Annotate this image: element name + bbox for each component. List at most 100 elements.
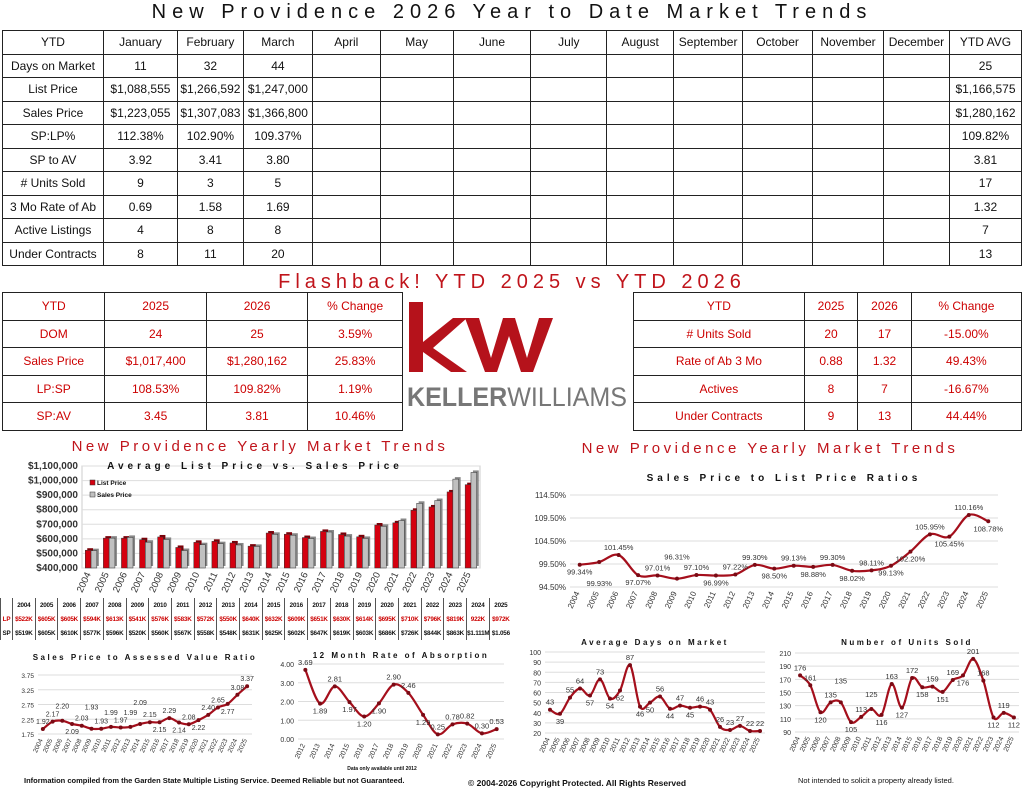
data-label: 0.25 bbox=[430, 722, 445, 731]
data-point bbox=[961, 673, 965, 678]
bar-table-row-sp: SP $519K $605K $610K $577K $596K $520K $560K $56… bbox=[0, 626, 512, 640]
x-tick-label: 2025 bbox=[749, 737, 762, 754]
table-cell: 2025 bbox=[488, 598, 512, 612]
x-tick-label: 2006 bbox=[111, 571, 130, 595]
data-point bbox=[40, 726, 45, 731]
data-point bbox=[811, 564, 816, 569]
bar-sales-price bbox=[145, 541, 152, 569]
table-cell: 2022 bbox=[420, 598, 444, 612]
table-row: Under Contracts 8 11 20 13 bbox=[2, 241, 1023, 266]
table-cell: $560K bbox=[148, 626, 172, 640]
x-tick-label: 2010 bbox=[683, 590, 699, 610]
data-point bbox=[971, 656, 976, 661]
data-label: 45 bbox=[686, 711, 694, 720]
data-label: 43 bbox=[546, 698, 554, 707]
table-cell: 7 bbox=[948, 218, 1023, 243]
row-label: Sales Price bbox=[2, 100, 104, 125]
data-label: 99.13% bbox=[781, 554, 807, 563]
table-cell bbox=[742, 171, 814, 196]
data-label: 176 bbox=[794, 663, 807, 672]
table-cell: 8 bbox=[803, 374, 859, 403]
bar-list-price bbox=[229, 542, 237, 569]
table-row: Sales Price $1,223,055 $1,307,083 $1,366,80… bbox=[2, 100, 1023, 125]
x-tick-label: 2018 bbox=[328, 571, 347, 595]
data-label: 169 bbox=[947, 668, 960, 677]
series-line bbox=[549, 664, 761, 733]
data-point bbox=[177, 720, 182, 725]
table-cell: $583K bbox=[170, 612, 195, 626]
data-point bbox=[548, 707, 552, 712]
bar-list-price bbox=[356, 536, 363, 569]
table-cell: 2012 bbox=[193, 598, 217, 612]
data-label: 135 bbox=[835, 676, 848, 685]
data-label: 97.10% bbox=[684, 563, 710, 572]
bar-list-price bbox=[247, 545, 255, 569]
table-row: Active Listings 4 8 8 7 bbox=[2, 218, 1023, 243]
column-header: YTD AVG bbox=[948, 30, 1023, 55]
footer-notice: Not intended to solicit a property alrea… bbox=[798, 776, 954, 785]
data-label: 1.99 bbox=[104, 710, 118, 717]
data-label: 135 bbox=[824, 690, 837, 699]
chart-title: 12 Month Rate of Absorption bbox=[313, 651, 490, 660]
absorption-line-chart: 0.00 1.00 2.00 3.00 4.00 2012 2013 2014 2015 2016… bbox=[280, 651, 504, 772]
x-tick-label: 2024 bbox=[955, 590, 971, 610]
bar-list-price bbox=[193, 542, 200, 569]
table-cell: 102.90% bbox=[176, 124, 244, 149]
data-point bbox=[616, 553, 621, 558]
row-label: Actives bbox=[633, 374, 805, 403]
table-cell: 3.41 bbox=[176, 147, 244, 172]
table-cell: 24 bbox=[104, 319, 207, 348]
left-section-title: New Providence Yearly Market Trends bbox=[71, 438, 449, 455]
bar-sales-price bbox=[163, 539, 170, 569]
data-label: 23 bbox=[726, 718, 734, 727]
bar-sales-price bbox=[199, 544, 206, 569]
footer-disclaimer: Information compiled from the Garden Sta… bbox=[24, 776, 405, 785]
data-label: 2.46 bbox=[401, 681, 416, 690]
table-row: Days on Market 11 32 44 25 bbox=[2, 53, 1023, 78]
data-point bbox=[991, 715, 996, 720]
table-cell bbox=[606, 100, 675, 125]
bar-sales-price bbox=[307, 538, 315, 569]
table-cell bbox=[882, 147, 950, 172]
data-label: 43 bbox=[706, 698, 714, 707]
data-point bbox=[733, 572, 738, 577]
series-line bbox=[799, 657, 1015, 724]
table-cell bbox=[882, 171, 950, 196]
column-header: September bbox=[673, 30, 744, 55]
bar-list-price bbox=[265, 532, 273, 569]
data-label: 57 bbox=[586, 699, 594, 708]
x-tick-label: 2024 bbox=[471, 743, 484, 760]
table-cell bbox=[379, 53, 454, 78]
data-point bbox=[947, 534, 952, 539]
y-tick-label: 114.50% bbox=[535, 491, 566, 500]
table-cell: 17 bbox=[948, 171, 1023, 196]
table-row: Sales Price $1,017,400 $1,280,162 25.83% bbox=[1, 347, 403, 376]
y-tick-label: $500,000 bbox=[36, 548, 78, 559]
data-label: 2.15 bbox=[143, 712, 157, 719]
y-tick-label: 2.25 bbox=[21, 717, 34, 724]
bar-list-price bbox=[121, 537, 128, 569]
table-row: LP:SP 108.53% 109.82% 1.19% bbox=[1, 374, 403, 403]
data-point bbox=[362, 714, 367, 719]
x-tick-label: 2010 bbox=[183, 571, 202, 595]
yearly-price-table: 2004 2005 2006 2007 2008 2009 2010 2011 2012 2013… bbox=[0, 598, 512, 640]
data-point bbox=[215, 705, 220, 710]
data-point bbox=[966, 512, 971, 517]
data-label: 1.90 bbox=[372, 706, 387, 715]
table-cell bbox=[673, 171, 744, 196]
y-tick-label: $1,000,000 bbox=[28, 476, 78, 487]
column-header: November bbox=[812, 30, 884, 55]
list-vs-sales-price-bar-chart: $400,000 $500,000 $600,000 $700,000 $800,000… bbox=[28, 461, 481, 595]
data-point bbox=[828, 700, 833, 705]
table-cell bbox=[452, 53, 532, 78]
data-label: 105.45% bbox=[935, 540, 965, 549]
data-point bbox=[728, 727, 732, 732]
table-cell: 49.43% bbox=[910, 347, 1023, 376]
data-point bbox=[889, 563, 893, 568]
data-point bbox=[628, 663, 632, 668]
data-label: 113 bbox=[855, 705, 867, 714]
data-point bbox=[435, 732, 440, 737]
table-cell bbox=[742, 147, 814, 172]
table-cell bbox=[530, 100, 608, 125]
data-label: 0.78 bbox=[445, 712, 460, 721]
